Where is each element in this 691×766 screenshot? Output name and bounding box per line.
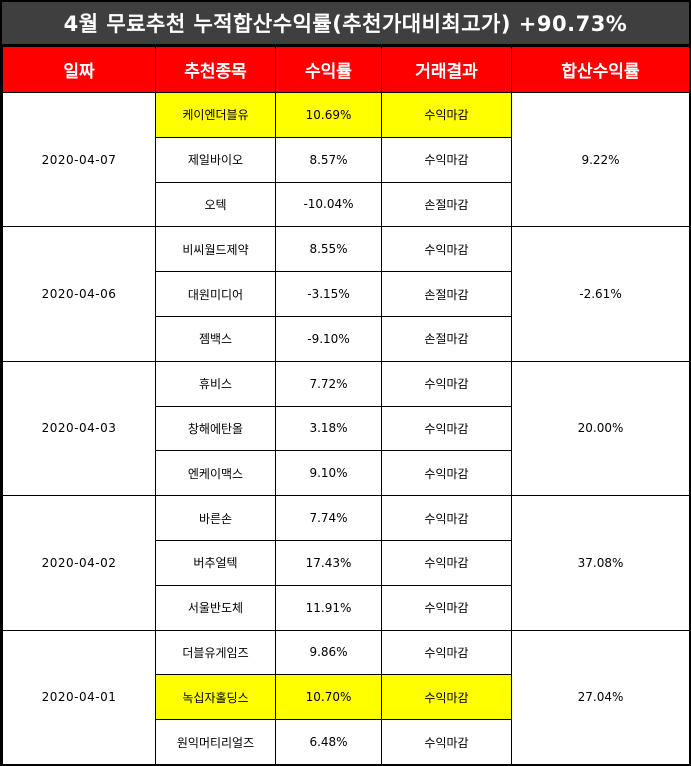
header-sum: 합산수익률 [511, 46, 690, 93]
stock-name-cell: 버추얼텍 [155, 539, 276, 586]
header-row: 일짜 추천종목 수익률 거래결과 합산수익률 [2, 46, 690, 93]
table-row: 2020-04-02 바른손 7.74% 수익마감 37.08% [2, 495, 690, 631]
stock-name-cell: 녹십자홀딩스 [155, 674, 276, 721]
table-row: 서울반도체 11.91% 수익마감 [3, 584, 690, 631]
date-cell: 2020-04-06 [2, 226, 156, 362]
table-body: 2020-04-07 케이엔더블유 10.69% 수익마감 9.22% 제일바이오 8.57… [2, 91, 690, 765]
results-table: 일짜 추천종목 수익률 거래결과 합산수익률 2020-04-07 케이엔더블유 1… [2, 46, 690, 765]
trade-result-cell: 수익마감 [381, 226, 512, 273]
trade-result-cell: 수익마감 [381, 495, 512, 541]
return-rate-cell: 11.91% [275, 584, 382, 631]
trade-result-cell: 수익마감 [381, 629, 512, 676]
table-row: 제일바이오 8.57% 수익마감 [3, 136, 690, 183]
date-cell: 2020-04-01 [2, 629, 156, 765]
return-rate-cell: 9.86% [275, 629, 382, 676]
combined-return-cell: 9.22% [511, 91, 690, 228]
page-title: 4월 무료추천 누적합산수익률(추천가대비최고가) +90.73% [2, 2, 689, 46]
trade-result-cell: 수익마감 [381, 360, 512, 407]
stock-name-cell: 케이엔더블유 [155, 92, 276, 138]
stock-name-cell: 비씨월드제약 [155, 226, 276, 273]
combined-return-cell: 37.08% [511, 495, 690, 631]
return-rate-cell: 7.72% [275, 360, 382, 407]
table-row: 2020-04-07 케이엔더블유 10.69% 수익마감 9.22% [2, 91, 690, 228]
return-rate-cell: -9.10% [275, 315, 382, 362]
stock-name-cell: 엔케이맥스 [155, 450, 276, 497]
header-result: 거래결과 [381, 46, 512, 93]
stock-name-cell: 원익머티리얼즈 [155, 719, 276, 765]
combined-return-cell: -2.61% [511, 226, 690, 362]
trade-result-cell: 손절마감 [381, 271, 512, 317]
stock-name-cell: 제일바이오 [155, 136, 276, 183]
stock-name-cell: 오텍 [155, 181, 276, 228]
return-rate-cell: 3.18% [275, 405, 382, 452]
date-cell: 2020-04-03 [2, 360, 156, 497]
header-date: 일짜 [2, 46, 156, 93]
return-rate-cell: 8.57% [275, 136, 382, 183]
return-rate-cell: 8.55% [275, 226, 382, 273]
header-stock: 추천종목 [155, 46, 276, 93]
return-rate-cell: -3.15% [275, 271, 382, 317]
date-cell: 2020-04-07 [2, 91, 156, 228]
table-row: 녹십자홀딩스 10.70% 수익마감 [3, 674, 690, 721]
table-row: 2020-04-06 비씨월드제약 8.55% 수익마감 -2.61% [2, 226, 690, 362]
trade-result-cell: 손절마감 [381, 315, 512, 362]
return-rate-cell: 17.43% [275, 539, 382, 586]
trade-result-cell: 수익마감 [381, 450, 512, 497]
trade-result-cell: 수익마감 [381, 405, 512, 452]
stock-name-cell: 휴비스 [155, 360, 276, 407]
stock-name-cell: 창해에탄올 [155, 405, 276, 452]
table-row: 버추얼텍 17.43% 수익마감 [3, 539, 690, 586]
return-rate-cell: 10.70% [275, 674, 382, 721]
table-row: 2020-04-01 더블유게임즈 9.86% 수익마감 27.04% [2, 629, 690, 765]
stock-name-cell: 서울반도체 [155, 584, 276, 631]
combined-return-cell: 27.04% [511, 629, 690, 765]
combined-return-cell: 20.00% [511, 360, 690, 497]
table-row: 오텍 -10.04% 손절마감 [3, 181, 690, 228]
table-row: 젬백스 -9.10% 손절마감 [3, 315, 690, 362]
return-rate-cell: 9.10% [275, 450, 382, 497]
table-row: 원익머티리얼즈 6.48% 수익마감 [3, 719, 690, 765]
return-rate-cell: 10.69% [275, 92, 382, 138]
trade-result-cell: 수익마감 [381, 92, 512, 138]
header-rate: 수익률 [275, 46, 382, 93]
return-rate-cell: -10.04% [275, 181, 382, 228]
table-row: 창해에탄올 3.18% 수익마감 [3, 405, 690, 452]
return-rate-cell: 6.48% [275, 719, 382, 765]
stock-name-cell: 바른손 [155, 495, 276, 541]
table-row: 대원미디어 -3.15% 손절마감 [3, 271, 690, 317]
trade-result-cell: 수익마감 [381, 674, 512, 721]
table-row: 엔케이맥스 9.10% 수익마감 [3, 450, 690, 497]
stock-name-cell: 젬백스 [155, 315, 276, 362]
trade-result-cell: 손절마감 [381, 181, 512, 228]
stock-name-cell: 대원미디어 [155, 271, 276, 317]
date-cell: 2020-04-02 [2, 495, 156, 631]
stock-name-cell: 더블유게임즈 [155, 629, 276, 676]
trade-result-cell: 수익마감 [381, 539, 512, 586]
return-rate-cell: 7.74% [275, 495, 382, 541]
table-row: 2020-04-03 휴비스 7.72% 수익마감 20.00% [2, 360, 690, 497]
trade-result-cell: 수익마감 [381, 719, 512, 765]
trade-result-cell: 수익마감 [381, 136, 512, 183]
trade-result-cell: 수익마감 [381, 584, 512, 631]
